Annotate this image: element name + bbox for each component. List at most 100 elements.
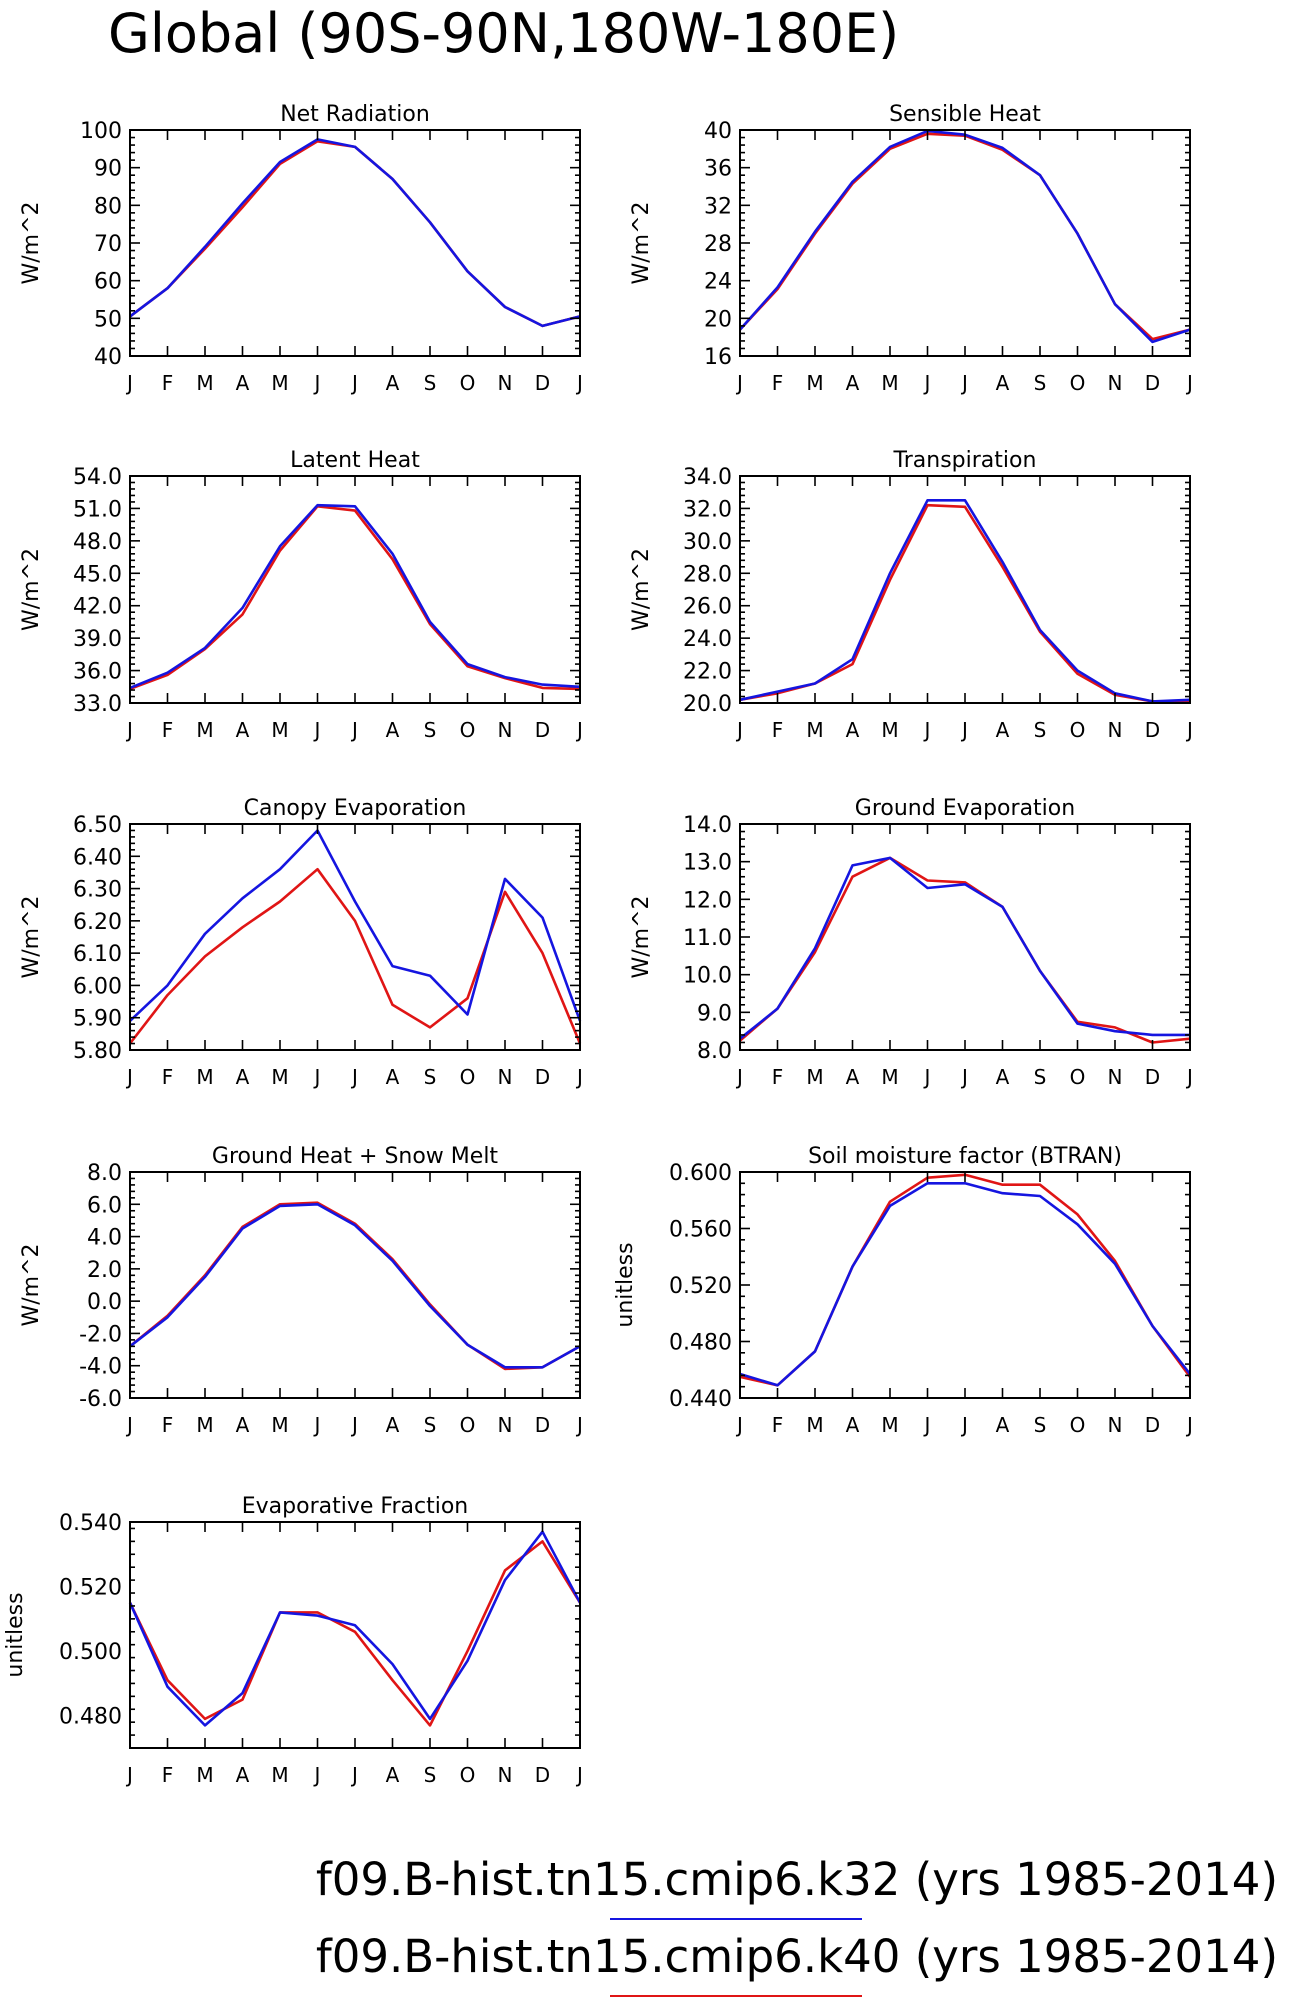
x-tick-label: J [1185, 1065, 1193, 1089]
y-tick-label: 13.0 [683, 851, 732, 876]
panel-evaporative-fraction: Evaporative Fraction unitless 0.480 0.500 0.… [3, 1494, 583, 1787]
legend: f09.B-hist.tn15.cmip6.k32 (yrs 1985-2014… [316, 1853, 1278, 1997]
x-tick-label: O [1070, 1413, 1086, 1437]
series-line [739, 503, 1190, 703]
y-tick-label: 0.560 [669, 1218, 732, 1243]
panel-transpiration: Transpiration W/m^2 20.0 22.0 24.0 26.0 28.0 30… [629, 448, 1193, 742]
panel-soil-moisture-factor-btran: Soil moisture factor (BTRAN) unitless 0.44… [613, 1144, 1193, 1437]
y-tick-label: 36.0 [73, 660, 122, 685]
x-tick-label: O [1070, 718, 1086, 742]
x-tick-label: J [350, 718, 358, 742]
panel-ground-heat-snow-melt: Ground Heat + Snow Melt W/m^2 -6.0 -4.0 -2.0… [19, 1144, 583, 1437]
y-tick-label: 11.0 [683, 926, 732, 951]
x-tick-label: F [162, 1065, 174, 1089]
series-line [739, 856, 1191, 1044]
x-tick-label: J [575, 1065, 583, 1089]
y-tick-label: 32.0 [683, 497, 732, 522]
x-tick-label: M [881, 1413, 898, 1437]
x-tick-label: M [806, 371, 823, 395]
series-line [128, 1540, 582, 1727]
x-tick-label: J [735, 718, 743, 742]
y-tick-label: 28.0 [683, 562, 732, 587]
y-tick-label: 80 [94, 194, 122, 219]
y-axis-label: W/m^2 [629, 548, 654, 631]
legend-entry-text: f09.B-hist.tn15.cmip6.k40 (yrs 1985-2014… [316, 1930, 1278, 1983]
x-tick-label: A [236, 371, 250, 395]
x-tick-label: S [1034, 1065, 1047, 1089]
x-tick-label: M [271, 1763, 288, 1787]
plot-frame [739, 823, 1191, 1051]
y-axis-label: W/m^2 [19, 1243, 44, 1326]
x-tick-label: M [196, 718, 213, 742]
series-line [739, 498, 1191, 703]
x-tick-label: N [498, 1065, 513, 1089]
x-tick-label: N [1108, 718, 1123, 742]
x-tick-label: D [535, 1413, 550, 1437]
x-tick-label: N [498, 1413, 513, 1437]
x-tick-label: M [271, 371, 288, 395]
y-tick-label: 26.0 [683, 595, 732, 620]
plot-frame [739, 475, 1191, 704]
x-tick-label: O [460, 718, 476, 742]
y-tick-label: 34.0 [683, 465, 732, 490]
x-tick-label: J [350, 1413, 358, 1437]
x-tick-label: J [575, 1413, 583, 1437]
x-tick-label: F [162, 371, 174, 395]
x-tick-label: N [498, 1763, 513, 1787]
legend-entry-text: f09.B-hist.tn15.cmip6.k32 (yrs 1985-2014… [316, 1853, 1278, 1906]
x-tick-label: D [1145, 1065, 1160, 1089]
panel-title: Sensible Heat [889, 102, 1041, 127]
x-tick-label: O [1070, 1065, 1086, 1089]
x-tick-label: J [735, 1413, 743, 1437]
x-tick-label: M [806, 1065, 823, 1089]
x-tick-label: J [960, 718, 968, 742]
x-tick-label: J [960, 1065, 968, 1089]
x-tick-label: J [735, 371, 743, 395]
x-tick-label: O [460, 1065, 476, 1089]
panel-ground-evaporation: Ground Evaporation W/m^2 8.0 9.0 10.0 11.0 12.… [629, 796, 1193, 1089]
y-tick-label: 0.500 [59, 1640, 122, 1665]
x-tick-label: J [923, 1065, 931, 1089]
series-line [129, 503, 581, 690]
x-tick-label: J [575, 718, 583, 742]
x-tick-label: A [386, 1065, 400, 1089]
panel-title: Canopy Evaporation [244, 796, 467, 821]
x-tick-label: J [350, 371, 358, 395]
x-tick-label: J [125, 371, 133, 395]
y-tick-label: 32 [704, 194, 732, 219]
y-tick-label: 0.600 [669, 1161, 732, 1186]
x-tick-label: J [575, 1763, 583, 1787]
x-tick-label: A [236, 1413, 250, 1437]
series-line [739, 856, 1190, 1040]
x-tick-label: A [386, 371, 400, 395]
x-tick-label: F [772, 1413, 784, 1437]
y-tick-label: 20 [704, 307, 732, 332]
y-tick-label: 36 [704, 157, 732, 182]
x-tick-label: N [498, 718, 513, 742]
x-tick-label: S [424, 718, 437, 742]
x-tick-label: O [1070, 371, 1086, 395]
y-tick-label: 6.30 [73, 878, 122, 903]
y-tick-label: 0.480 [59, 1705, 122, 1730]
y-tick-label: 51.0 [73, 497, 122, 522]
y-tick-label: 6.20 [73, 910, 122, 935]
y-tick-label: 0.520 [669, 1274, 732, 1299]
panel-latent-heat: Latent Heat W/m^2 33.0 36.0 39.0 42.0 45.0 48.0… [19, 448, 583, 742]
x-tick-label: D [535, 1763, 550, 1787]
y-tick-label: 48.0 [73, 530, 122, 555]
y-tick-label: 60 [94, 270, 122, 295]
x-tick-label: M [196, 1763, 213, 1787]
x-tick-label: A [996, 1413, 1010, 1437]
panel-title: Ground Heat + Snow Melt [212, 1144, 499, 1169]
x-tick-label: J [125, 1763, 133, 1787]
y-axis-label: W/m^2 [19, 548, 44, 631]
x-tick-label: A [846, 371, 860, 395]
plot-frame [739, 1171, 1191, 1399]
y-tick-label: 12.0 [683, 888, 732, 913]
y-tick-label: 6.40 [73, 845, 122, 870]
series-line [128, 867, 582, 1045]
x-tick-label: S [424, 1065, 437, 1089]
x-tick-label: F [162, 1763, 174, 1787]
x-tick-label: S [1034, 371, 1047, 395]
